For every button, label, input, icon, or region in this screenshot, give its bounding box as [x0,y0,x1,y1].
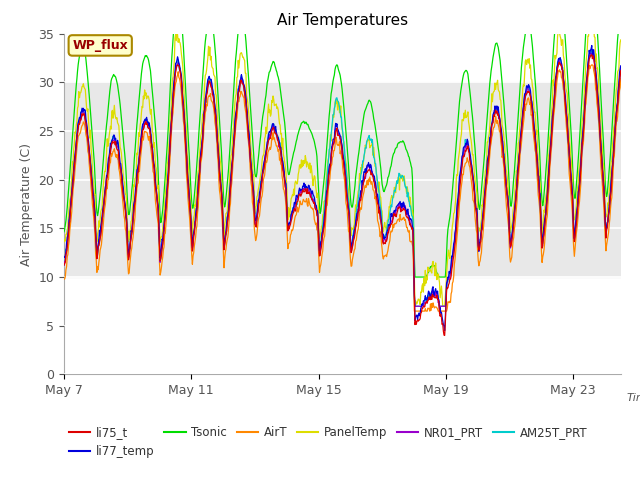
PanelTemp [376,187,383,193]
Line: Tsonic: Tsonic [64,0,621,277]
AM25T_PRT [617,67,625,72]
Text: WP_flux: WP_flux [72,39,128,52]
NR01_PRT [511,211,518,217]
PanelTemp [617,37,625,43]
li75_t [441,333,449,338]
AirT [617,76,625,82]
Legend: li75_t, li77_temp, Tsonic, AirT, PanelTemp, NR01_PRT, AM25T_PRT: li75_t, li77_temp, Tsonic, AirT, PanelTe… [65,421,592,463]
Tsonic [191,186,199,192]
Tsonic [511,169,518,175]
AirT [80,120,88,125]
Title: Air Temperatures: Air Temperatures [277,13,408,28]
AM25T_PRT [411,303,419,309]
NR01_PRT [617,64,625,70]
Line: li75_t: li75_t [64,55,621,336]
Line: AirT: AirT [64,65,621,311]
li77_temp [588,43,596,48]
li75_t [511,215,518,221]
PanelTemp [411,303,419,309]
NR01_PRT [376,207,383,213]
NR01_PRT [589,50,597,56]
Line: li77_temp: li77_temp [64,46,621,331]
Line: AM25T_PRT: AM25T_PRT [64,50,621,306]
li75_t [191,222,199,228]
AM25T_PRT [60,260,68,265]
AM25T_PRT [263,146,271,152]
li75_t [588,52,596,58]
NR01_PRT [191,219,199,225]
Text: Time: Time [627,393,640,403]
li75_t [617,68,625,73]
PanelTemp [511,199,518,205]
NR01_PRT [411,303,419,309]
PanelTemp [191,202,199,207]
li77_temp [376,204,383,210]
AirT [60,276,68,282]
AM25T_PRT [511,212,518,217]
PanelTemp [263,131,271,136]
Line: NR01_PRT: NR01_PRT [64,53,621,306]
AirT [410,308,418,314]
li75_t [376,207,383,213]
li77_temp [441,328,449,334]
Tsonic [263,86,271,92]
Tsonic [411,274,419,280]
AirT [191,239,199,244]
li75_t [263,148,271,154]
PanelTemp [588,20,595,26]
AM25T_PRT [589,48,596,53]
AM25T_PRT [191,220,199,226]
Tsonic [80,46,88,51]
li77_temp [263,144,271,149]
AirT [292,212,300,218]
li77_temp [191,222,199,228]
li77_temp [511,208,518,214]
AM25T_PRT [376,195,383,201]
NR01_PRT [263,147,271,153]
NR01_PRT [292,196,300,202]
li77_temp [60,254,68,260]
li77_temp [80,108,88,114]
AM25T_PRT [292,199,300,204]
li75_t [80,111,88,117]
AirT [376,227,383,232]
Tsonic [60,229,68,235]
AirT [263,160,271,166]
AirT [511,226,518,232]
li77_temp [292,192,300,198]
NR01_PRT [80,110,88,116]
Tsonic [617,7,625,12]
AirT [588,62,596,68]
PanelTemp [60,239,68,245]
Tsonic [376,155,383,161]
AM25T_PRT [80,109,88,115]
li75_t [60,262,68,268]
PanelTemp [80,84,88,90]
Bar [64,82,621,277]
Line: PanelTemp: PanelTemp [64,23,621,306]
Tsonic [292,138,300,144]
li77_temp [617,63,625,69]
PanelTemp [292,180,300,185]
Y-axis label: Air Temperature (C): Air Temperature (C) [20,143,33,265]
li75_t [292,202,300,208]
NR01_PRT [60,262,68,268]
